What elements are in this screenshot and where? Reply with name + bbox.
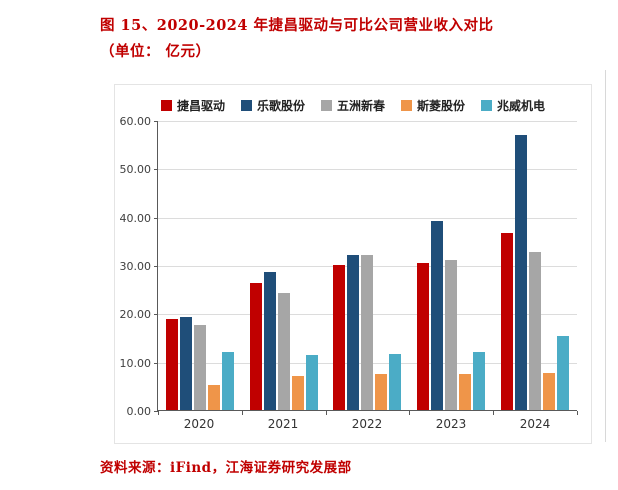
bar-2024 — [501, 233, 514, 410]
bar-2020 — [193, 324, 206, 410]
legend-swatch — [401, 99, 412, 111]
y-tick-label: 30.00 — [119, 260, 152, 273]
y-axis-tick — [154, 362, 158, 364]
figure-title: 图 15、2020-2024 年捷昌驱动与可比公司营业收入对比 （单位： 亿元） — [100, 13, 608, 65]
figure-title-line1: 图 15、2020-2024 年捷昌驱动与可比公司营业收入对比 — [100, 17, 494, 34]
y-axis-tick — [154, 266, 158, 267]
legend-label: 五洲新春 — [336, 98, 385, 113]
x-axis-label: 2022 — [351, 417, 383, 431]
y-tick-label: 40.00 — [119, 211, 152, 225]
bar-groups — [158, 121, 577, 410]
x-axis-tick — [409, 411, 411, 415]
gridline — [158, 121, 577, 122]
y-tick-label: 10.00 — [119, 356, 152, 370]
legend-label: 捷昌驱动 — [176, 98, 225, 113]
legend-swatch — [320, 99, 332, 111]
legend-swatch — [481, 99, 493, 111]
y-axis-tick — [154, 217, 158, 219]
x-axis-label: 2021 — [267, 417, 299, 431]
chart-area: 0.00 10.00 20.00 30.00 40.00 50.00 60.00 — [115, 115, 591, 418]
bar-2021 — [305, 354, 318, 410]
y-axis-tick — [154, 411, 158, 412]
bar-group-2024 — [493, 121, 577, 410]
bar-2023 — [459, 373, 472, 410]
y-tick-label: 60.00 — [119, 115, 152, 128]
legend-swatch — [240, 99, 252, 111]
bar-2022 — [375, 373, 388, 410]
y-axis-tick — [154, 314, 158, 316]
bar-2020 — [165, 318, 178, 410]
gridline — [158, 169, 577, 171]
y-tick-label: 50.00 — [119, 163, 152, 177]
x-axis-tick — [241, 411, 243, 415]
figure-title-line2: （单位： 亿元） — [100, 43, 211, 61]
bar-2024 — [543, 372, 556, 410]
bar-group-2021 — [242, 121, 326, 410]
x-axis-label: 2020 — [183, 417, 215, 431]
bar-2024 — [515, 135, 528, 410]
plot-area — [154, 121, 578, 415]
x-axis-label: 2024 — [519, 417, 551, 431]
y-axis-tick — [154, 121, 158, 122]
legend-item-4: 斯菱股份 — [401, 97, 465, 114]
legend-item-1: 捷昌驱动 — [160, 97, 225, 114]
bar-2022 — [389, 353, 402, 410]
x-axis: 2020 2021 2022 2023 2024 — [157, 411, 591, 437]
bar-2023 — [417, 263, 430, 410]
y-tick-label: 0.00 — [126, 405, 152, 418]
bar-2021 — [291, 376, 304, 410]
legend-label: 乐歌股份 — [256, 98, 305, 113]
bar-2023 — [431, 221, 444, 410]
bar-2021 — [277, 293, 290, 410]
legend-item-2: 乐歌股份 — [240, 97, 305, 114]
chart-legend: 捷昌驱动 乐歌股份 五洲新春 斯菱股份 兆威机电 — [115, 95, 591, 115]
bar-2023 — [445, 259, 458, 410]
legend-item-5: 兆威机电 — [481, 97, 545, 114]
bar-2022 — [361, 254, 374, 410]
x-axis-label: 2023 — [435, 417, 467, 431]
y-axis-tick — [154, 169, 158, 171]
bar-2024 — [529, 252, 542, 410]
legend-item-3: 五洲新春 — [320, 97, 385, 114]
bar-2021 — [263, 271, 276, 410]
x-axis-tick — [325, 411, 327, 415]
bar-group-2023 — [409, 121, 493, 410]
source-note: 资料来源：iFind，江海证券研究发展部 — [100, 460, 352, 476]
legend-swatch — [160, 99, 172, 111]
bar-2021 — [249, 282, 262, 410]
y-tick-label: 20.00 — [119, 308, 152, 322]
x-axis-tick — [493, 411, 495, 415]
bar-2020 — [179, 316, 192, 410]
bar-2023 — [473, 352, 486, 410]
bar-2022 — [333, 265, 346, 410]
bar-2022 — [347, 254, 360, 410]
bar-2020 — [221, 352, 234, 410]
x-axis-tick — [158, 411, 159, 415]
x-axis-tick — [577, 411, 578, 415]
adjacent-panel-edge — [605, 70, 617, 442]
bar-group-2022 — [326, 121, 410, 410]
legend-label: 斯菱股份 — [417, 98, 466, 113]
chart-container: 捷昌驱动 乐歌股份 五洲新春 斯菱股份 兆威机电 0.00 10.00 20.00 30.00… — [114, 84, 592, 444]
gridline — [158, 217, 577, 219]
y-axis: 0.00 10.00 20.00 30.00 40.00 50.00 60.00 — [115, 115, 157, 418]
legend-label: 兆威机电 — [497, 98, 546, 113]
bar-2020 — [207, 384, 220, 410]
bar-group-2020 — [158, 121, 242, 410]
bar-2024 — [557, 336, 570, 410]
